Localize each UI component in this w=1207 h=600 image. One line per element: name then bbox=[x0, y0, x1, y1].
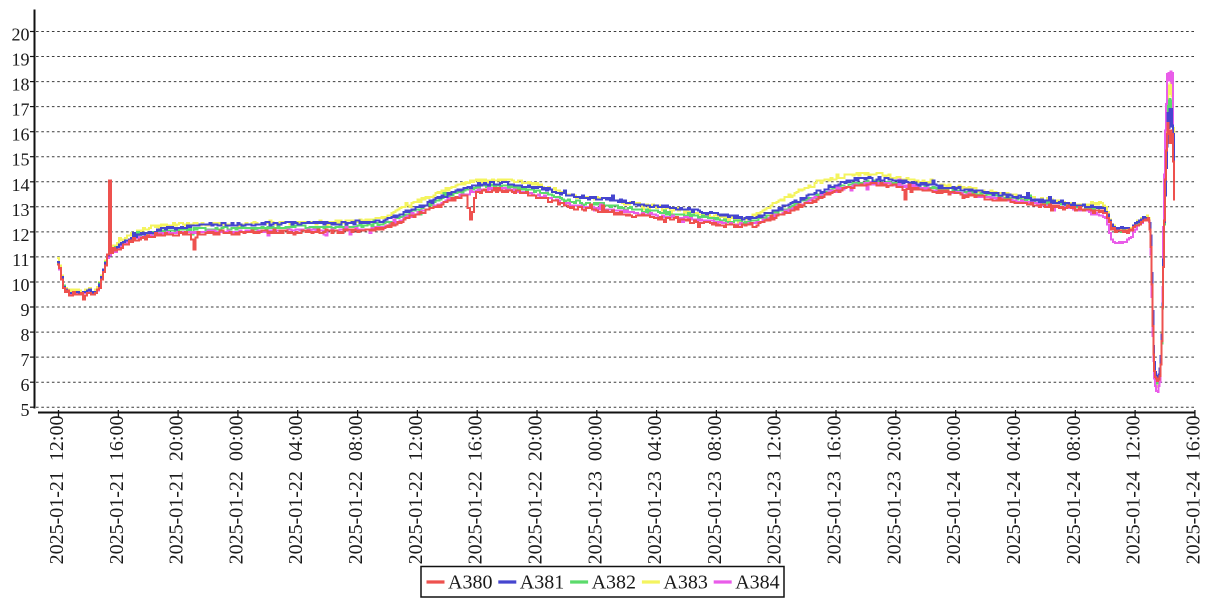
svg-text:2025-01-24 00:00: 2025-01-24 00:00 bbox=[943, 416, 965, 565]
svg-text:5: 5 bbox=[21, 400, 30, 420]
svg-text:2025-01-22 04:00: 2025-01-22 04:00 bbox=[285, 416, 307, 565]
svg-text:2025-01-23 16:00: 2025-01-23 16:00 bbox=[824, 416, 846, 565]
svg-text:20: 20 bbox=[12, 25, 30, 45]
svg-text:2025-01-24 08:00: 2025-01-24 08:00 bbox=[1063, 416, 1085, 565]
svg-text:16: 16 bbox=[12, 125, 30, 145]
svg-text:2025-01-21 20:00: 2025-01-21 20:00 bbox=[166, 416, 188, 565]
svg-text:19: 19 bbox=[12, 50, 30, 70]
svg-text:2025-01-23 12:00: 2025-01-23 12:00 bbox=[764, 416, 786, 565]
svg-text:2025-01-22 08:00: 2025-01-22 08:00 bbox=[345, 416, 367, 565]
svg-text:14: 14 bbox=[12, 175, 30, 195]
svg-text:A381: A381 bbox=[520, 572, 564, 594]
svg-text:2025-01-23 04:00: 2025-01-23 04:00 bbox=[644, 416, 666, 565]
svg-text:9: 9 bbox=[21, 300, 30, 320]
svg-text:18: 18 bbox=[12, 75, 30, 95]
svg-text:17: 17 bbox=[12, 100, 30, 120]
svg-text:13: 13 bbox=[12, 200, 30, 220]
svg-text:2025-01-24 12:00: 2025-01-24 12:00 bbox=[1123, 416, 1145, 565]
svg-text:8: 8 bbox=[21, 325, 30, 345]
svg-text:A383: A383 bbox=[663, 572, 707, 594]
svg-text:2025-01-22 12:00: 2025-01-22 12:00 bbox=[405, 416, 427, 565]
svg-text:15: 15 bbox=[12, 150, 30, 170]
svg-text:A380: A380 bbox=[448, 572, 492, 594]
svg-text:10: 10 bbox=[12, 275, 30, 295]
svg-text:2025-01-24 04:00: 2025-01-24 04:00 bbox=[1003, 416, 1025, 565]
svg-text:2025-01-21 12:00: 2025-01-21 12:00 bbox=[46, 416, 68, 565]
svg-text:11: 11 bbox=[12, 250, 29, 270]
svg-text:2025-01-24 16:00: 2025-01-24 16:00 bbox=[1182, 416, 1204, 565]
svg-text:A384: A384 bbox=[735, 572, 779, 594]
svg-text:2025-01-21 16:00: 2025-01-21 16:00 bbox=[106, 416, 128, 565]
svg-text:2025-01-23 20:00: 2025-01-23 20:00 bbox=[883, 416, 905, 565]
svg-text:7: 7 bbox=[21, 350, 30, 370]
svg-text:12: 12 bbox=[12, 225, 30, 245]
svg-text:2025-01-23 08:00: 2025-01-23 08:00 bbox=[704, 416, 726, 565]
svg-text:2025-01-23 00:00: 2025-01-23 00:00 bbox=[584, 416, 606, 565]
svg-text:2025-01-22 20:00: 2025-01-22 20:00 bbox=[525, 416, 547, 565]
svg-text:2025-01-22 16:00: 2025-01-22 16:00 bbox=[465, 416, 487, 565]
svg-text:2025-01-22 00:00: 2025-01-22 00:00 bbox=[225, 416, 247, 565]
svg-text:6: 6 bbox=[21, 375, 30, 395]
svg-text:A382: A382 bbox=[592, 572, 636, 594]
